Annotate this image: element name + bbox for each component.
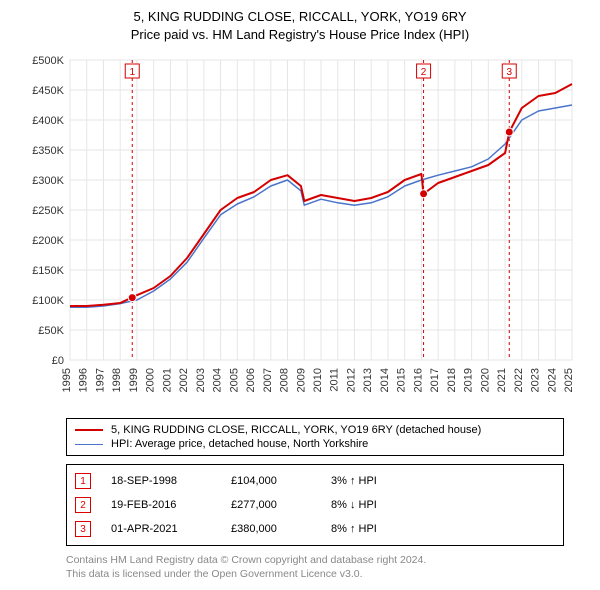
marker-date: 18-SEP-1998 [111, 475, 211, 487]
y-tick-label: £500K [32, 55, 64, 67]
x-tick-label: 2001 [161, 368, 173, 392]
markers-table: 1 18-SEP-1998 £104,000 3% ↑ HPI 2 19-FEB-2016… [66, 464, 564, 546]
x-tick-label: 2020 [479, 368, 491, 392]
marker-row: 3 01-APR-2021 £380,000 8% ↑ HPI [75, 517, 555, 541]
legend-swatch [75, 429, 103, 431]
y-tick-label: £200K [32, 235, 64, 247]
event-dot [420, 190, 428, 198]
title-line-1: 5, KING RUDDING CLOSE, RICCALL, YORK, YO… [8, 8, 592, 26]
footer-line-1: Contains HM Land Registry data © Crown c… [66, 554, 564, 568]
x-tick-label: 1998 [111, 368, 123, 392]
x-tick-label: 2002 [178, 368, 190, 392]
x-tick-label: 2022 [513, 368, 525, 392]
x-tick-label: 2014 [379, 368, 391, 392]
event-marker-num: 2 [421, 67, 427, 78]
marker-number-badge: 1 [75, 473, 91, 489]
marker-hpi: 3% ↑ HPI [331, 475, 377, 487]
x-tick-label: 2024 [546, 368, 558, 392]
footer-attribution: Contains HM Land Registry data © Crown c… [66, 554, 564, 581]
legend-swatch [75, 444, 103, 446]
marker-row: 1 18-SEP-1998 £104,000 3% ↑ HPI [75, 469, 555, 493]
x-tick-label: 2019 [463, 368, 475, 392]
event-marker-num: 3 [506, 67, 512, 78]
marker-date: 01-APR-2021 [111, 523, 211, 535]
x-tick-label: 2004 [212, 368, 224, 392]
x-tick-label: 1996 [78, 368, 90, 392]
y-tick-label: £350K [32, 145, 64, 157]
x-tick-label: 2000 [145, 368, 157, 392]
y-tick-label: £250K [32, 205, 64, 217]
y-tick-label: £450K [32, 85, 64, 97]
x-tick-label: 2013 [362, 368, 374, 392]
x-tick-label: 2009 [295, 368, 307, 392]
legend-row: 5, KING RUDDING CLOSE, RICCALL, YORK, YO… [75, 423, 555, 437]
marker-hpi: 8% ↑ HPI [331, 523, 377, 535]
chart-container: £0 £50K £100K £150K £200K £250K £300K £350K £400… [20, 52, 580, 412]
x-tick-label: 1997 [94, 368, 106, 392]
event-dot [505, 128, 513, 136]
chart-title-block: 5, KING RUDDING CLOSE, RICCALL, YORK, YO… [8, 8, 592, 44]
legend-box: 5, KING RUDDING CLOSE, RICCALL, YORK, YO… [66, 418, 564, 456]
x-tick-label: 2003 [195, 368, 207, 392]
y-tick-label: £0 [52, 355, 64, 367]
y-tick-label: £50K [38, 325, 64, 337]
x-tick-label: 2010 [312, 368, 324, 392]
legend-label: HPI: Average price, detached house, Nort… [111, 438, 368, 450]
x-tick-label: 2011 [329, 368, 341, 392]
x-tick-label: 2017 [429, 368, 441, 392]
x-tick-label: 2023 [530, 368, 542, 392]
marker-date: 19-FEB-2016 [111, 499, 211, 511]
price-chart: £0 £50K £100K £150K £200K £250K £300K £350K £400… [20, 52, 580, 412]
x-tick-label: 2007 [262, 368, 274, 392]
event-dot [128, 294, 136, 302]
marker-hpi: 8% ↓ HPI [331, 499, 377, 511]
x-tick-label: 1995 [61, 368, 73, 392]
y-tick-label: £300K [32, 175, 64, 187]
x-tick-label: 1999 [128, 368, 140, 392]
y-tick-label: £100K [32, 295, 64, 307]
event-marker-num: 1 [129, 67, 135, 78]
x-tick-label: 2005 [228, 368, 240, 392]
x-tick-label: 2016 [412, 368, 424, 392]
marker-row: 2 19-FEB-2016 £277,000 8% ↓ HPI [75, 493, 555, 517]
legend-label: 5, KING RUDDING CLOSE, RICCALL, YORK, YO… [111, 424, 481, 436]
marker-price: £380,000 [231, 523, 311, 535]
x-tick-label: 2006 [245, 368, 257, 392]
y-tick-label: £400K [32, 115, 64, 127]
x-tick-label: 2008 [279, 368, 291, 392]
x-tick-label: 2012 [345, 368, 357, 392]
marker-price: £277,000 [231, 499, 311, 511]
title-line-2: Price paid vs. HM Land Registry's House … [8, 26, 592, 44]
x-tick-label: 2015 [396, 368, 408, 392]
legend-row: HPI: Average price, detached house, Nort… [75, 437, 555, 451]
x-tick-label: 2021 [496, 368, 508, 392]
x-tick-label: 2018 [446, 368, 458, 392]
marker-number-badge: 2 [75, 497, 91, 513]
y-tick-label: £150K [32, 265, 64, 277]
x-tick-label: 2025 [563, 368, 575, 392]
marker-number-badge: 3 [75, 521, 91, 537]
footer-line-2: This data is licensed under the Open Gov… [66, 568, 564, 582]
marker-price: £104,000 [231, 475, 311, 487]
